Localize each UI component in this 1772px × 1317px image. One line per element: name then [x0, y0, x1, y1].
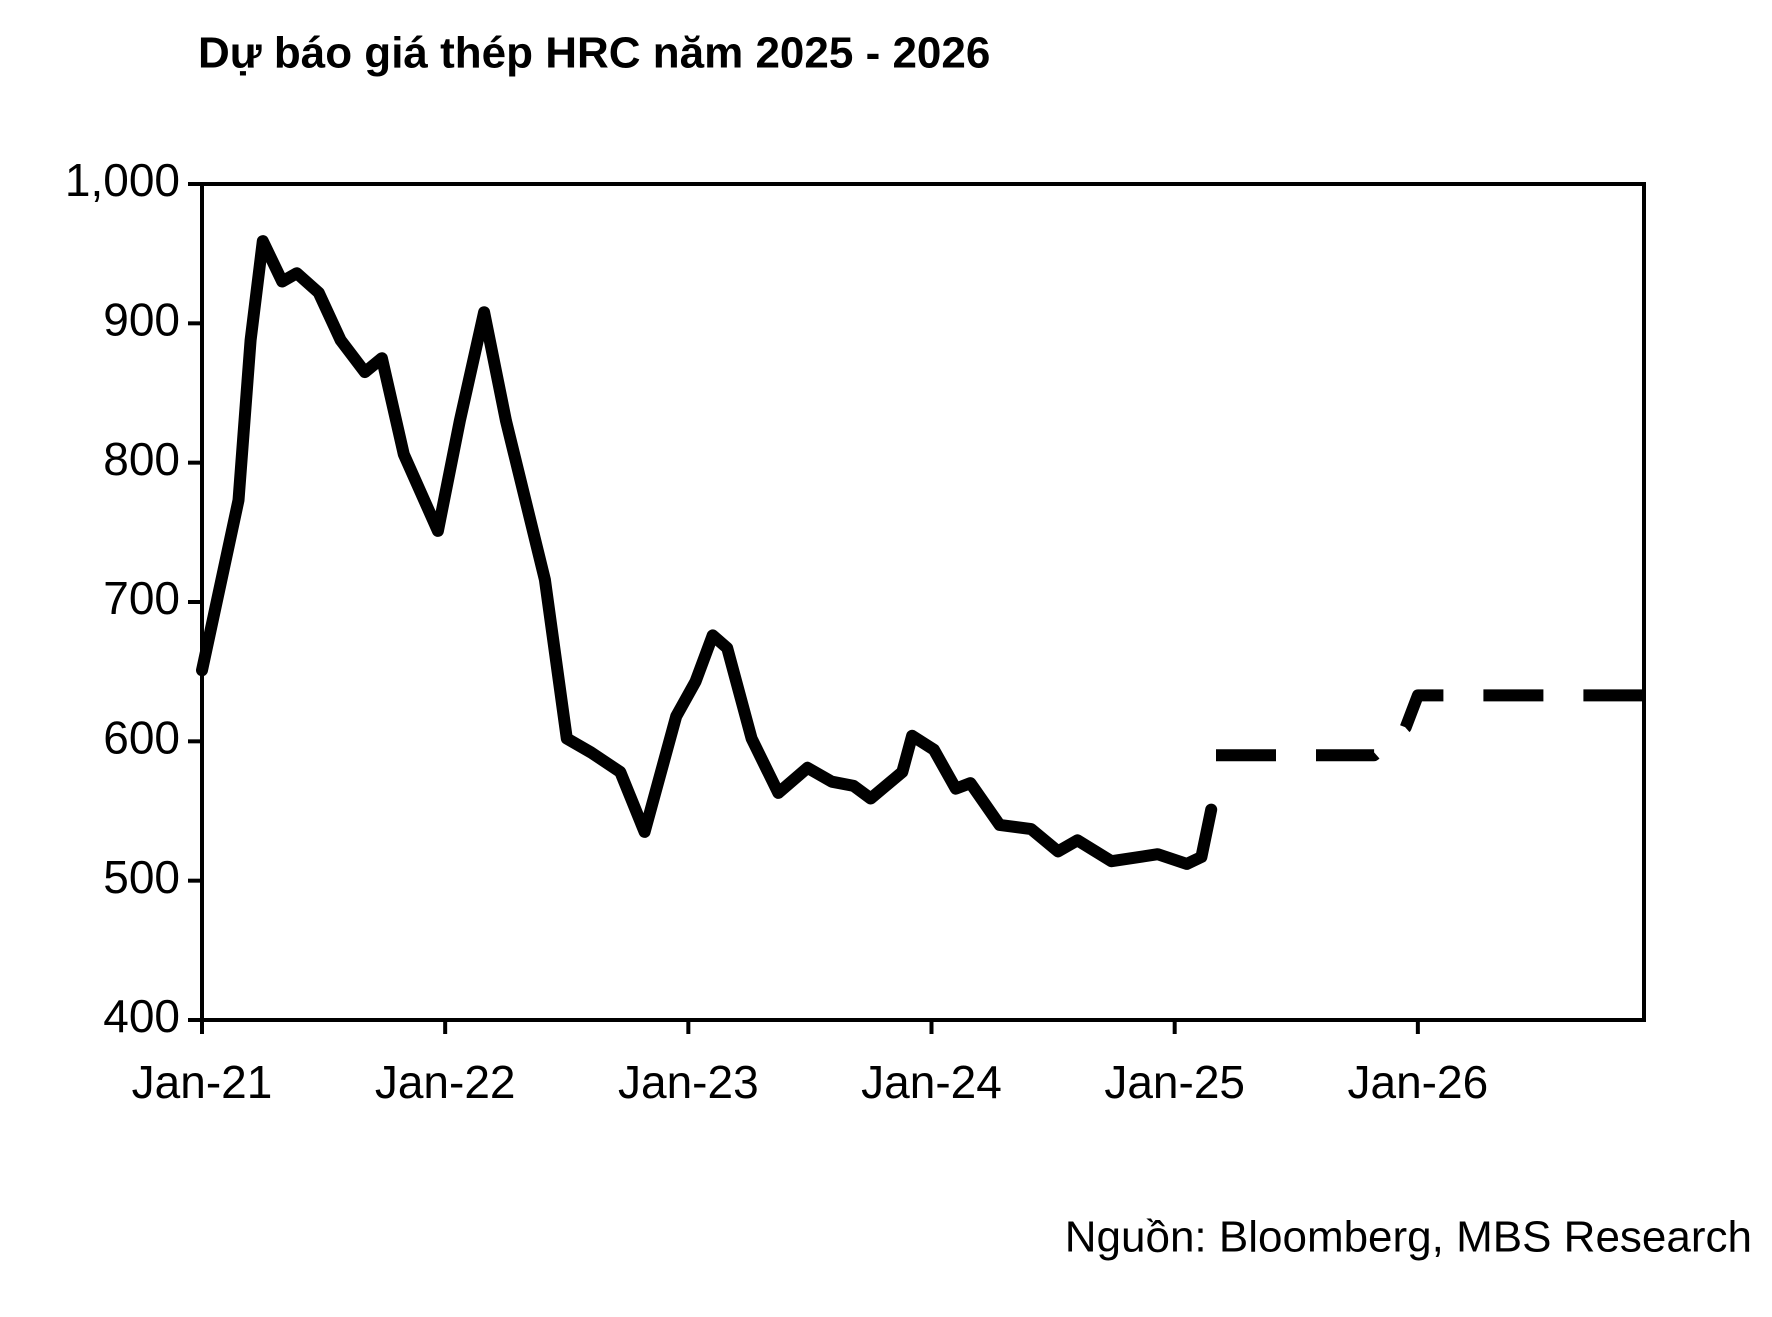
- x-tick-label: Jan-21: [132, 1056, 273, 1108]
- x-tick-label: Jan-25: [1104, 1056, 1245, 1108]
- y-tick-label: 600: [103, 711, 180, 763]
- x-tick-label: Jan-24: [861, 1056, 1002, 1108]
- series-line: [1216, 689, 1644, 762]
- source-note: Nguồn: Bloomberg, MBS Research: [1065, 1213, 1752, 1262]
- x-tick-label: Jan-26: [1348, 1056, 1489, 1108]
- y-tick-label: 800: [103, 433, 180, 485]
- chart-title: Dự báo giá thép HRC năm 2025 - 2026: [198, 29, 990, 78]
- y-tick-label: 900: [103, 293, 180, 345]
- x-tick-label: Jan-23: [618, 1056, 759, 1108]
- series-line: [196, 235, 1218, 870]
- x-tick-label: Jan-22: [375, 1056, 516, 1108]
- y-tick-label: 700: [103, 572, 180, 624]
- y-tick-label: 400: [103, 990, 180, 1042]
- y-tick-label: 1,000: [65, 154, 180, 206]
- y-tick-label: 500: [103, 851, 180, 903]
- plot-frame: [200, 182, 1646, 1022]
